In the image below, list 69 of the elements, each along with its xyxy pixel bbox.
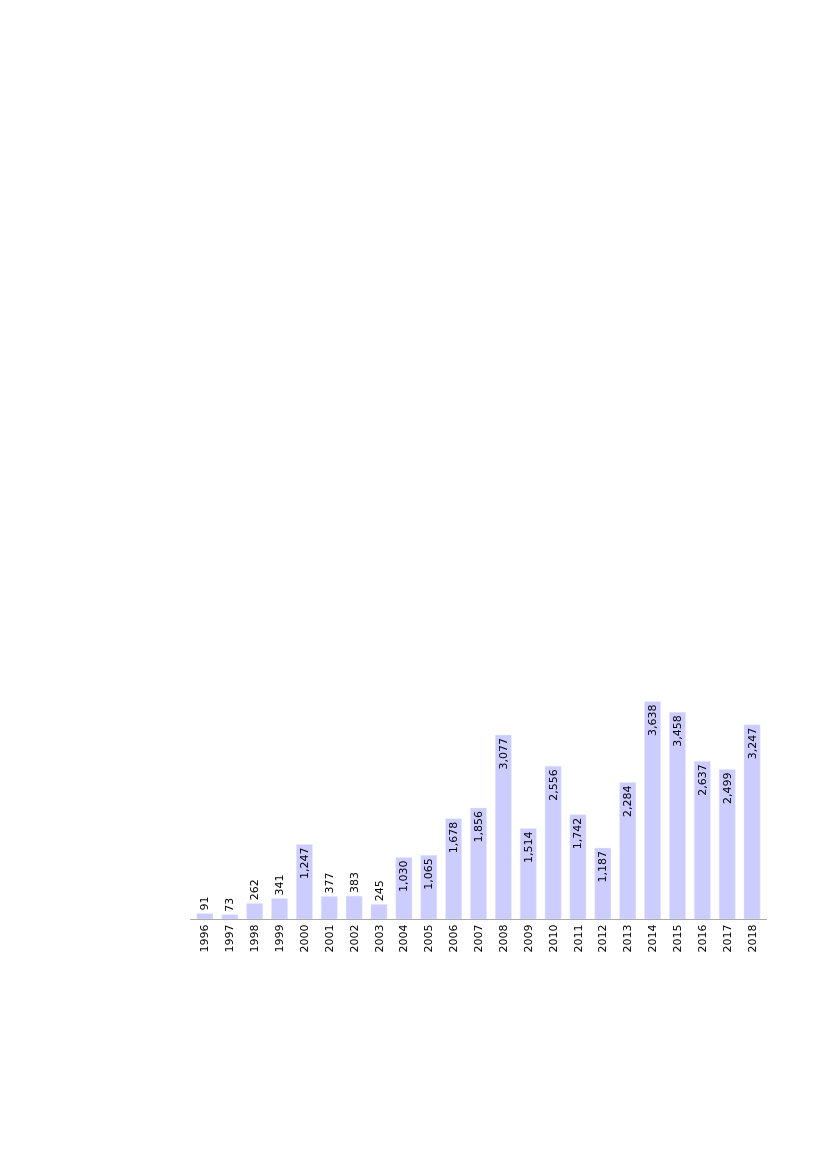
bar: [296, 844, 313, 919]
x-tick-label: 2010: [546, 924, 560, 953]
x-tick-label: 2018: [745, 924, 759, 953]
x-tick-label: 1999: [273, 924, 287, 953]
data-label: 1,030: [397, 860, 411, 892]
bar: [495, 734, 512, 919]
data-label: 1,742: [571, 817, 585, 850]
data-label: 3,638: [646, 704, 660, 736]
x-tick-label: 2014: [646, 924, 660, 953]
x-tick-label: 2001: [322, 924, 336, 953]
data-label: 2,637: [695, 764, 709, 796]
x-tick-label: 2012: [596, 924, 610, 953]
bar: [370, 904, 388, 919]
x-tick-label: 2015: [671, 924, 685, 953]
bar: [669, 711, 686, 919]
x-tick-label: 2009: [521, 924, 535, 953]
bar: [345, 895, 363, 919]
bar: [644, 701, 661, 919]
x-tick-label: 2017: [720, 924, 734, 953]
data-label: 3,458: [670, 715, 684, 747]
data-label: 1,678: [447, 821, 461, 854]
x-tick-label: 2000: [297, 924, 311, 953]
x-tick-label: 2008: [496, 924, 510, 953]
bar: [320, 896, 338, 919]
data-label: 2,499: [720, 772, 734, 805]
data-label: 91: [198, 896, 212, 911]
x-tick-label: 1998: [248, 924, 262, 953]
bar: [246, 903, 263, 919]
bar: [221, 914, 239, 919]
bar: [395, 857, 413, 919]
data-label: 341: [273, 874, 287, 896]
data-label: 3,247: [745, 727, 759, 760]
bar: [718, 769, 736, 919]
x-tick-label: 2003: [372, 924, 386, 953]
bar: [271, 898, 288, 919]
bar: [196, 913, 214, 919]
x-tick-label: 2007: [472, 924, 486, 953]
bar: [594, 847, 612, 919]
data-label: 2,556: [546, 769, 560, 801]
x-tick-label: 1996: [198, 924, 212, 953]
x-tick-label: 2011: [571, 924, 585, 953]
data-label: 3,077: [496, 738, 510, 770]
x-tick-label: 2013: [621, 924, 635, 953]
bar: [420, 855, 438, 919]
bar: [743, 724, 761, 919]
x-tick-label: 2016: [695, 924, 709, 953]
data-label: 2,284: [621, 785, 635, 817]
bar: [519, 828, 537, 919]
x-tick-label: 2006: [447, 924, 461, 953]
data-label: 383: [347, 872, 361, 894]
bar: [470, 807, 487, 919]
data-label: 377: [322, 872, 336, 894]
bar: [569, 814, 587, 919]
data-label: 245: [372, 880, 386, 902]
data-label: 1,247: [297, 847, 311, 879]
bar: [544, 765, 562, 919]
x-tick-label: 1997: [223, 924, 237, 953]
bar: [694, 761, 711, 919]
x-tick-label: 2005: [422, 924, 436, 953]
bar: [619, 782, 637, 919]
x-tick-label: 2004: [397, 924, 411, 953]
data-label: 262: [248, 879, 262, 901]
x-tick-label: 2002: [347, 924, 361, 953]
data-label: 1,187: [596, 851, 610, 883]
data-label: 1,856: [472, 811, 485, 843]
data-label: 1,514: [521, 831, 535, 863]
data-label: 73: [223, 897, 237, 912]
data-label: 1,065: [422, 858, 436, 890]
bar: [445, 818, 462, 919]
